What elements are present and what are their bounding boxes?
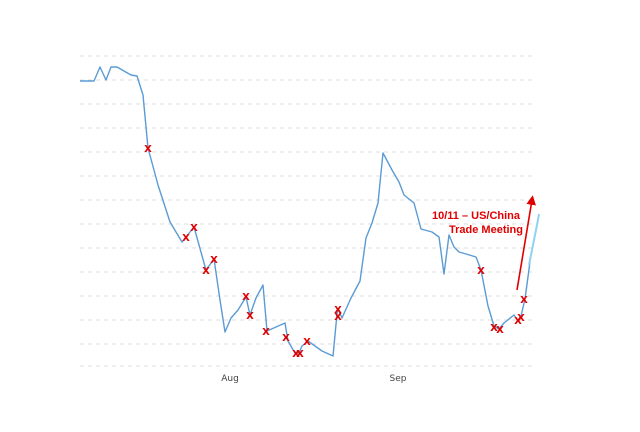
annotation-line1: 10/11 – US/China [432, 210, 521, 222]
x-marker-icon: X [520, 295, 528, 306]
x-marker-icon: X [334, 312, 342, 323]
price-series [80, 66, 540, 357]
x-marker-icon: X [282, 333, 290, 344]
annotation-line2: Trade Meeting [449, 224, 523, 236]
series-line-projection [528, 213, 540, 266]
x-marker-icon: X [334, 305, 342, 316]
x-marker-icon: X [262, 327, 270, 338]
x-marker-icon: X [514, 316, 522, 327]
x-axis-labels: Aug Sep [221, 374, 407, 384]
x-marker-icon: X [182, 233, 190, 244]
x-marker-icon: X [242, 292, 250, 303]
x-marker-icon: X [496, 325, 504, 336]
x-marker-icon: X [202, 266, 210, 277]
x-tick-label: Sep [390, 374, 407, 384]
annotation-arrow-icon [516, 195, 536, 291]
annotation-trade-meeting: 10/11 – US/China Trade Meeting [432, 195, 536, 291]
x-marker-icon: X [517, 313, 525, 324]
x-marker-icon: X [292, 349, 300, 360]
x-marker-icon: X [303, 337, 311, 348]
x-marker-icon: X [477, 266, 485, 277]
x-marker-icon: X [246, 311, 254, 322]
x-tick-label: Aug [221, 374, 239, 384]
x-marker-icon: X [190, 223, 198, 234]
x-marker-icon: X [490, 323, 498, 334]
x-marker-icon: X [296, 349, 304, 360]
x-marker-icon: X [210, 255, 218, 266]
series-line-price [80, 66, 531, 357]
x-marker-icon: X [144, 144, 152, 155]
